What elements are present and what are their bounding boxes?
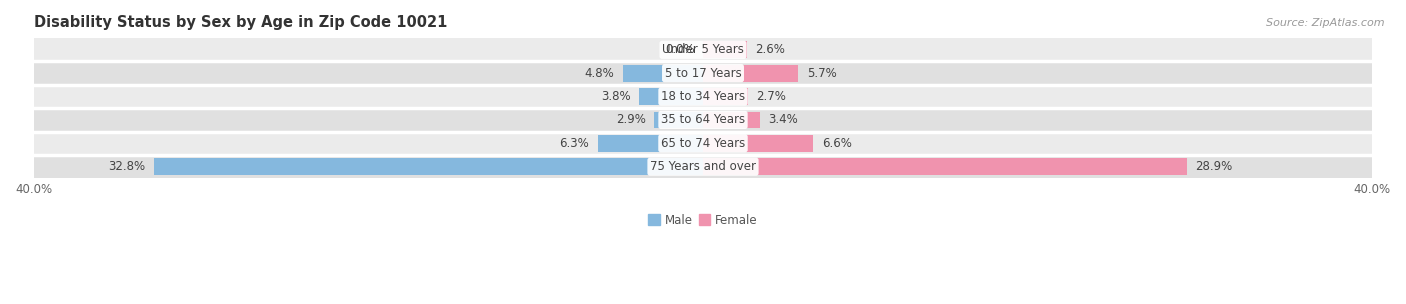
Text: 5 to 17 Years: 5 to 17 Years [665,67,741,80]
Text: 5.7%: 5.7% [807,67,837,80]
Text: Source: ZipAtlas.com: Source: ZipAtlas.com [1267,18,1385,28]
Bar [34,132,1372,155]
Text: 32.8%: 32.8% [108,160,146,173]
Text: 6.3%: 6.3% [560,137,589,150]
Text: 35 to 64 Years: 35 to 64 Years [661,113,745,126]
Bar [703,65,799,81]
Text: 3.8%: 3.8% [602,90,631,103]
Bar [34,38,1372,61]
Text: 75 Years and over: 75 Years and over [650,160,756,173]
Bar [703,41,747,58]
Text: 6.6%: 6.6% [823,137,852,150]
Bar [703,135,814,152]
Bar [34,61,1372,85]
Text: 4.8%: 4.8% [585,67,614,80]
Bar [654,112,703,128]
Bar [34,108,1372,132]
Bar [34,85,1372,108]
Text: 2.7%: 2.7% [756,90,786,103]
Bar [623,65,703,81]
Bar [155,158,703,175]
Text: 2.6%: 2.6% [755,43,785,56]
Text: Disability Status by Sex by Age in Zip Code 10021: Disability Status by Sex by Age in Zip C… [34,15,447,30]
Bar [598,135,703,152]
Text: 3.4%: 3.4% [768,113,799,126]
Text: 0.0%: 0.0% [665,43,695,56]
Text: 28.9%: 28.9% [1195,160,1232,173]
Bar [703,158,1187,175]
Bar [703,88,748,105]
Legend: Male, Female: Male, Female [644,209,762,231]
Text: 2.9%: 2.9% [616,113,647,126]
Bar [703,112,759,128]
Bar [640,88,703,105]
Text: Under 5 Years: Under 5 Years [662,43,744,56]
Bar [34,155,1372,178]
Text: 18 to 34 Years: 18 to 34 Years [661,90,745,103]
Text: 65 to 74 Years: 65 to 74 Years [661,137,745,150]
